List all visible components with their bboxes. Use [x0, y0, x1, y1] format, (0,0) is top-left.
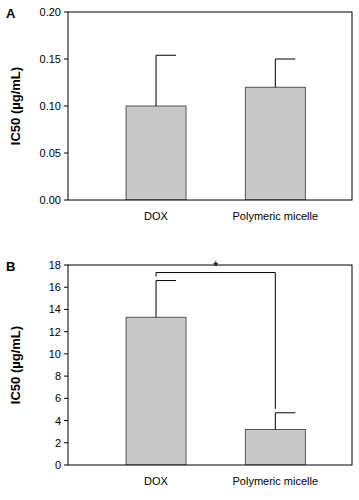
y-axis-label: IC50 (µg/mL) [8, 326, 23, 404]
error-stem [156, 281, 157, 318]
y-tick [64, 12, 68, 13]
panel: B IC50 (µg/mL) 0 2 4 6 8 10 12 14 16 18 DOX Polymeric… [6, 257, 352, 487]
marks [126, 55, 305, 200]
y-tick-label: 2 [55, 437, 61, 449]
y-tick-label: 0.15 [40, 53, 61, 65]
y-tick [64, 353, 68, 354]
significance-mark: * [213, 257, 219, 274]
y-tick [64, 200, 68, 201]
y-tick-label: 16 [49, 281, 61, 293]
y-tick-label: 12 [49, 326, 61, 338]
error-bar [275, 413, 295, 430]
error-stem [156, 55, 157, 106]
panel-label: B [6, 259, 15, 274]
error-cap [275, 59, 295, 60]
y-tick [64, 398, 68, 399]
plot-frame [68, 12, 352, 200]
error-stem [275, 413, 276, 430]
y-axis-label: IC50 (µg/mL) [8, 67, 23, 145]
error-cap [275, 412, 295, 413]
bar [126, 106, 186, 200]
y-tick [64, 331, 68, 332]
error-bar [156, 281, 176, 318]
y-tick-label: 14 [49, 303, 61, 315]
y-tick [64, 309, 68, 310]
x-tick-label: Polymeric micelle [233, 475, 319, 487]
bar [245, 429, 305, 465]
y-tick-label: 0.05 [40, 147, 61, 159]
plot-frame [68, 265, 352, 465]
y-tick [64, 420, 68, 421]
y-tick-label: 4 [55, 415, 61, 427]
y-tick-label: 0.20 [40, 6, 61, 18]
y-tick-label: 0.10 [40, 100, 61, 112]
error-cap [156, 280, 176, 281]
x-tick-label: Polymeric micelle [233, 210, 319, 222]
y-tick-label: 8 [55, 370, 61, 382]
y-tick [64, 106, 68, 107]
y-tick-label: 18 [49, 259, 61, 271]
y-tick [64, 442, 68, 443]
panel: A IC50 (µg/mL) 0.00 0.05 0.10 0.15 0.20 DOX Poly… [6, 6, 352, 222]
y-tick [64, 376, 68, 377]
y-tick [64, 287, 68, 288]
y-tick-label: 6 [55, 392, 61, 404]
y-tick-label: 0.00 [40, 194, 61, 206]
y-tick [64, 465, 68, 466]
panel-label: A [6, 6, 16, 21]
y-tick [64, 265, 68, 266]
x-tick-label: DOX [144, 475, 169, 487]
y-tick-label: 10 [49, 348, 61, 360]
y-tick [64, 153, 68, 154]
figure: A IC50 (µg/mL) 0.00 0.05 0.10 0.15 0.20 DOX Poly… [0, 0, 359, 500]
significance-bracket [156, 273, 275, 409]
y-tick [64, 59, 68, 60]
bar [245, 87, 305, 200]
error-stem [275, 59, 276, 87]
error-bar [275, 59, 295, 87]
x-tick-label: DOX [144, 210, 169, 222]
marks [126, 281, 305, 465]
y-tick-label: 0 [55, 459, 61, 471]
error-bar [156, 55, 176, 106]
bar [126, 317, 186, 465]
error-cap [156, 55, 176, 56]
